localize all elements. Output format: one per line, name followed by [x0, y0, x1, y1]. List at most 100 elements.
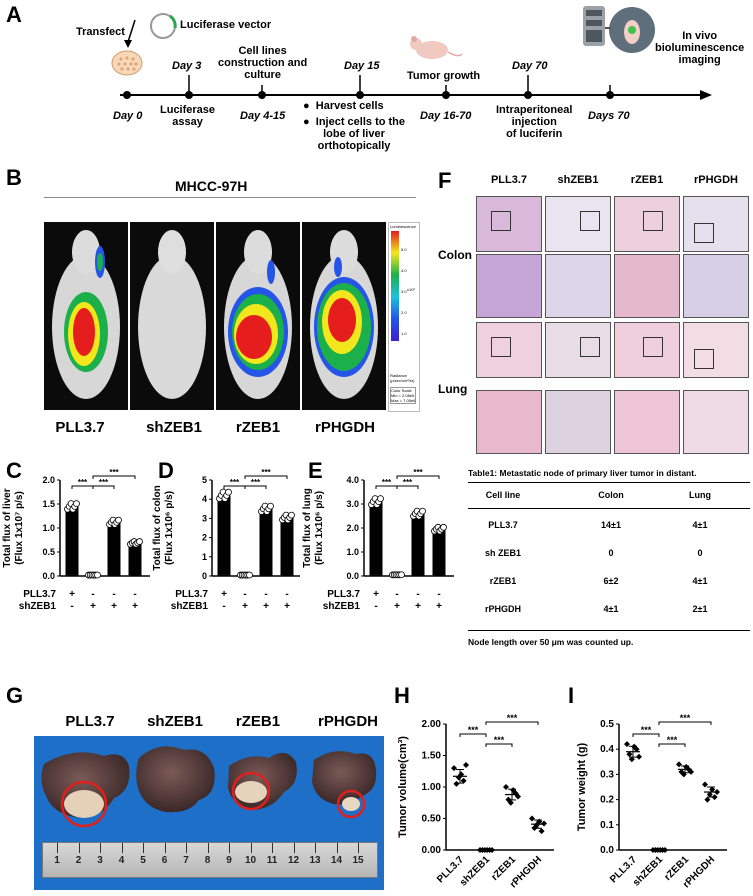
condition-sign: + [263, 601, 269, 610]
y-tick-label: 1 [202, 552, 207, 562]
condition-sign: - [285, 589, 288, 600]
luciferase-assay-label: Luciferase assay [160, 104, 215, 128]
color-scale-minmax: Color Scale Min = 2.08e5 Max = 7.05e6 [390, 387, 417, 404]
table-cell: 14±1 [601, 520, 621, 530]
ruler-number: 12 [287, 855, 300, 866]
condition-sign: + [373, 589, 379, 600]
sig-bracket [92, 475, 136, 479]
sig-label: *** [109, 468, 119, 477]
scale-tick: 3.0 [401, 289, 407, 294]
scale-exponent: x10⁶ [407, 287, 416, 292]
sig-bracket [396, 485, 419, 489]
tumor-circle-rzeb1 [231, 771, 271, 811]
sig-label: *** [99, 478, 109, 487]
histology-col-label: shZEB1 [557, 174, 599, 186]
group-label-shzeb1: shZEB1 [146, 419, 202, 436]
histology-image [476, 196, 542, 252]
inject-line3: orthotopically [317, 140, 391, 152]
data-point [709, 786, 716, 793]
y-axis-label: Total flux of liver [2, 488, 13, 567]
vector-label: Luciferase vector [180, 19, 272, 31]
sig-bracket [92, 485, 115, 489]
condition-sign: + [242, 601, 248, 610]
bar [280, 517, 294, 576]
inject-label: ● Inject cells to the lobe of liver orth… [303, 116, 406, 152]
day3-label: Day 3 [172, 60, 202, 72]
ruler-tick [250, 843, 252, 853]
y-tick-label: 0.0 [42, 571, 55, 581]
y-tick-label: 0.0 [346, 571, 359, 581]
transfect-arrow-icon [127, 19, 136, 43]
condition-sign: - [264, 589, 267, 600]
zoom-box [580, 211, 600, 231]
condition-sign: + [221, 589, 227, 600]
data-point [398, 571, 405, 579]
data-point [688, 768, 694, 775]
histology-col-label: rPHGDH [693, 174, 738, 186]
histology-image [683, 254, 749, 318]
days70-label: Days 70 [588, 110, 630, 122]
y-tick-label: 2 [202, 533, 207, 543]
ruler-tick [100, 843, 101, 853]
harvest-text: Harvest cells [315, 100, 384, 112]
y-axis-unit: (Flux 1x10⁷ p/s) [14, 491, 25, 565]
sig-label: *** [78, 478, 88, 487]
table-header-cell: Cell line [485, 490, 521, 500]
ruler-tick [358, 843, 359, 853]
histology-image [683, 196, 749, 252]
ruler-number: 15 [352, 855, 364, 866]
condition-sign: - [70, 601, 73, 610]
tumor-nodule-rzeb1 [235, 781, 267, 803]
zoom-box [491, 211, 511, 231]
bar [432, 529, 446, 576]
panel-letter-e: E [308, 458, 323, 483]
photo-label-shzeb1: shZEB1 [147, 713, 203, 730]
transfect-label: Transfect [76, 26, 125, 38]
chart-e-lung-flux: 0.0 1.0 2.0 3.0 4.0 Total flux of lung (Flux 1… [302, 468, 454, 610]
data-point [458, 771, 465, 778]
table-cell: 0 [608, 548, 614, 558]
y-tick-label: 0.3 [600, 769, 614, 780]
data-point [510, 787, 517, 794]
chart-c-liver-flux: 0.0 0.5 1.0 1.5 2.0 Total flux of liver (Flux … [2, 468, 150, 610]
bli-image-pll37 [44, 222, 128, 410]
data-point [115, 516, 122, 524]
ruler-number: 6 [161, 855, 168, 866]
condition-label: PLL3.7 [175, 589, 208, 600]
y-axis-label: Total flux of lung [302, 488, 313, 568]
inject-line2: lobe of liver [323, 128, 385, 140]
data-point [626, 751, 633, 758]
y-tick-label: 4.0 [346, 475, 359, 485]
condition-sign: + [394, 601, 400, 610]
sig-bracket [485, 743, 513, 747]
radiance-unit: Radiance (p/sec/cm²/sr) [390, 373, 415, 383]
invivo-line2: bioluminescence [655, 42, 745, 54]
data-point [624, 741, 630, 748]
bli-image-rzeb1 [216, 222, 300, 410]
condition-sign: - [222, 601, 225, 610]
panel-letter-i: I [568, 683, 575, 708]
group-label-pll37: PLL3.7 [55, 419, 105, 436]
y-tick-label: 0.5 [600, 719, 614, 730]
histology-image [545, 254, 611, 318]
y-tick-label: 5 [202, 475, 207, 485]
liver-specimen-shzeb1 [136, 746, 215, 813]
ruler-tick [164, 843, 166, 853]
data-point [628, 756, 635, 763]
sig-label: *** [494, 735, 505, 745]
cell-lines-line2: construction and [218, 57, 308, 69]
table-header-cell: Colon [598, 490, 624, 500]
table-header-rule [468, 508, 750, 509]
y-tick-label: 2.0 [42, 475, 55, 485]
y-axis-label: Tumor weight (g) [576, 742, 588, 831]
bar [411, 513, 425, 576]
mouse-icon [410, 36, 463, 59]
table-top-rule [468, 482, 750, 483]
table-header-cell: Lung [689, 490, 711, 500]
luciferase-assay-line1: Luciferase [160, 104, 216, 116]
data-point [288, 511, 295, 519]
invivo-line3: imaging [678, 54, 721, 66]
sig-bracket [485, 721, 539, 725]
data-point [541, 820, 547, 827]
condition-sign: - [437, 589, 440, 600]
